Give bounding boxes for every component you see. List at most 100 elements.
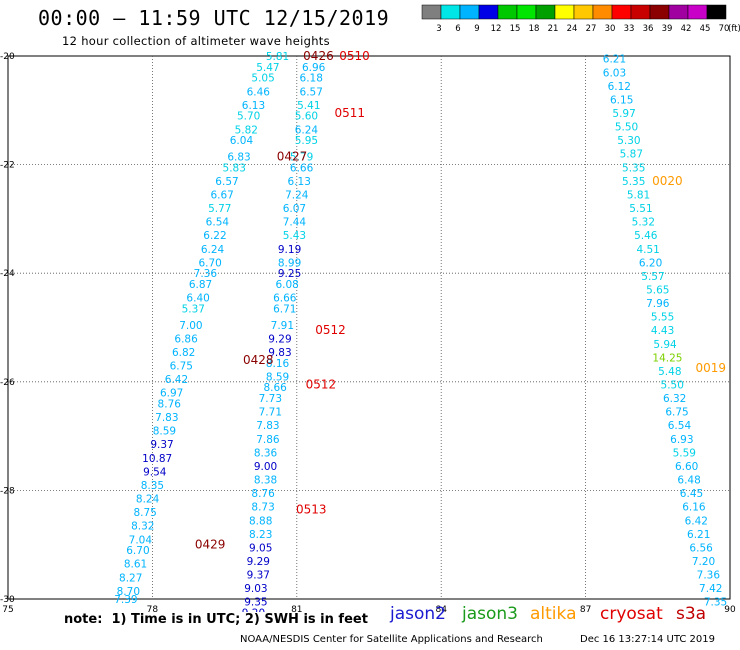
wave-height-value: 6.70 <box>198 257 221 269</box>
wave-height-value: 6.66 <box>290 162 314 174</box>
wave-height-value: 9.37 <box>247 570 270 582</box>
wave-height-value: 6.42 <box>165 374 188 386</box>
y-tick-label: -28 <box>0 486 15 496</box>
wave-height-value: 6.97 <box>160 388 183 400</box>
wave-height-value: 6.13 <box>288 176 311 188</box>
pass-time-label: 0020 <box>652 174 683 188</box>
wave-height-value: 8.32 <box>131 521 154 533</box>
wave-height-value: 7.73 <box>259 393 282 405</box>
legend-cryosat: cryosat <box>600 604 663 624</box>
wave-height-value: 5.51 <box>629 203 652 215</box>
pass-time-label: 0019 <box>695 361 726 375</box>
wave-height-value: 6.42 <box>685 515 708 527</box>
wave-height-value: 7.83 <box>155 412 178 424</box>
wave-height-value: 6.56 <box>689 542 713 554</box>
wave-height-value: 4.51 <box>636 244 659 256</box>
x-tick-label: 90 <box>724 605 736 612</box>
wave-height-value: 8.73 <box>251 502 274 514</box>
wave-height-value: 6.24 <box>201 244 225 256</box>
wave-height-value: 9.37 <box>150 439 173 451</box>
pass-time-label: 0512 <box>315 323 346 337</box>
x-tick-label: 78 <box>147 605 159 612</box>
wave-height-value: 6.32 <box>663 393 686 405</box>
wave-height-value: 5.50 <box>615 122 638 134</box>
wave-height-value: 6.87 <box>189 279 212 291</box>
y-tick-label: -30 <box>0 595 15 605</box>
wave-height-value: 5.65 <box>646 284 669 296</box>
x-tick-label: 84 <box>435 605 447 612</box>
wave-height-value: 9.20 <box>242 608 265 612</box>
wave-height-value: 5.95 <box>295 135 318 147</box>
colorbar-label: 42 <box>681 24 692 34</box>
footer-note: note: 1) Time is in UTC; 2) SWH is in fe… <box>64 612 368 627</box>
y-tick-label: -26 <box>0 378 15 388</box>
wave-height-value: 5.41 <box>297 100 320 112</box>
wave-height-value: 5.60 <box>295 111 318 123</box>
wave-height-value: 8.16 <box>266 358 290 370</box>
wave-height-value: 8.38 <box>254 475 277 487</box>
wave-height-value: 6.57 <box>300 86 323 98</box>
x-tick-label: 75 <box>2 605 13 612</box>
wave-height-value: 6.82 <box>172 347 195 359</box>
plot-frame <box>7 55 731 600</box>
wave-height-value: 9.25 <box>278 268 301 280</box>
wave-height-value: 8.99 <box>278 257 301 269</box>
wave-height-value: 10.87 <box>142 453 172 465</box>
wave-height-value: 5.37 <box>182 303 205 315</box>
colorbar-label: 6 <box>455 24 460 34</box>
colorbar: 3 6 9 12 15 18 21 24 27 30 33 36 39 42 45 70(ft) <box>421 4 740 34</box>
wave-height-value: 7.39 <box>114 594 137 606</box>
wave-height-value: 6.75 <box>170 361 193 373</box>
colorbar-label: 70 <box>719 24 730 34</box>
y-tick-label: -24 <box>0 269 15 279</box>
chart-title: 00:00 – 11:59 UTC 12/15/2019 <box>38 6 390 30</box>
legend-jason3: jason3 <box>462 604 518 624</box>
colorbar-label: 33 <box>624 24 635 34</box>
wave-height-value: 5.94 <box>653 339 677 351</box>
wave-height-value: 6.03 <box>603 67 626 79</box>
wave-height-value: 6.24 <box>295 124 319 136</box>
wave-height-value: 6.75 <box>665 407 688 419</box>
pass-time-label: 0428 <box>243 353 274 367</box>
colorbar-label: 39 <box>662 24 673 34</box>
wave-height-value: 5.81 <box>266 51 289 63</box>
legend-altika: altika <box>530 604 577 624</box>
wave-height-value: 8.36 <box>254 447 278 459</box>
wave-height-value: 5.82 <box>235 124 258 136</box>
wave-height-value: 7.44 <box>283 217 307 229</box>
wave-height-value: 5.55 <box>651 312 674 324</box>
wave-height-value: 6.86 <box>174 333 198 345</box>
chart-subtitle: 12 hour collection of altimeter wave hei… <box>62 34 330 48</box>
colorbar-label: 24 <box>567 24 578 34</box>
wave-height-value: 8.76 <box>251 488 275 500</box>
wave-height-value: 5.79 <box>290 151 313 163</box>
colorbar-label: 15 <box>510 24 521 34</box>
wave-height-value: 5.48 <box>658 366 681 378</box>
wave-height-value: 6.21 <box>687 529 710 541</box>
wave-height-value: 6.66 <box>273 293 297 305</box>
wave-height-value: 9.00 <box>254 461 277 473</box>
wave-height-value: 5.30 <box>617 135 640 147</box>
wave-height-value: 6.20 <box>639 257 662 269</box>
pass-time-label: 0510 <box>339 49 370 63</box>
wave-height-value: 5.81 <box>627 189 650 201</box>
x-tick-label: 81 <box>291 605 302 612</box>
wave-height-value: 9.29 <box>268 333 291 345</box>
y-tick-label: -20 <box>0 52 15 62</box>
wave-height-value: 6.40 <box>186 293 209 305</box>
wave-height-value: 8.59 <box>266 371 289 383</box>
wave-height-value: 6.70 <box>126 545 149 557</box>
wave-height-value: 8.75 <box>133 507 156 519</box>
wave-height-value: 9.35 <box>244 597 267 609</box>
wave-height-value: 5.50 <box>661 380 684 392</box>
colorbar-swatch <box>706 4 727 20</box>
wave-height-value: 5.57 <box>641 271 664 283</box>
colorbar-label: 45 <box>700 24 711 34</box>
wave-height-value: 9.83 <box>268 347 291 359</box>
wave-height-value: 6.96 <box>302 62 326 74</box>
wave-height-value: 7.00 <box>179 320 202 332</box>
colorbar-label: 36 <box>643 24 654 34</box>
wave-height-value: 7.71 <box>259 407 282 419</box>
wave-height-value: 6.13 <box>242 100 265 112</box>
wave-height-value: 4.43 <box>651 325 674 337</box>
